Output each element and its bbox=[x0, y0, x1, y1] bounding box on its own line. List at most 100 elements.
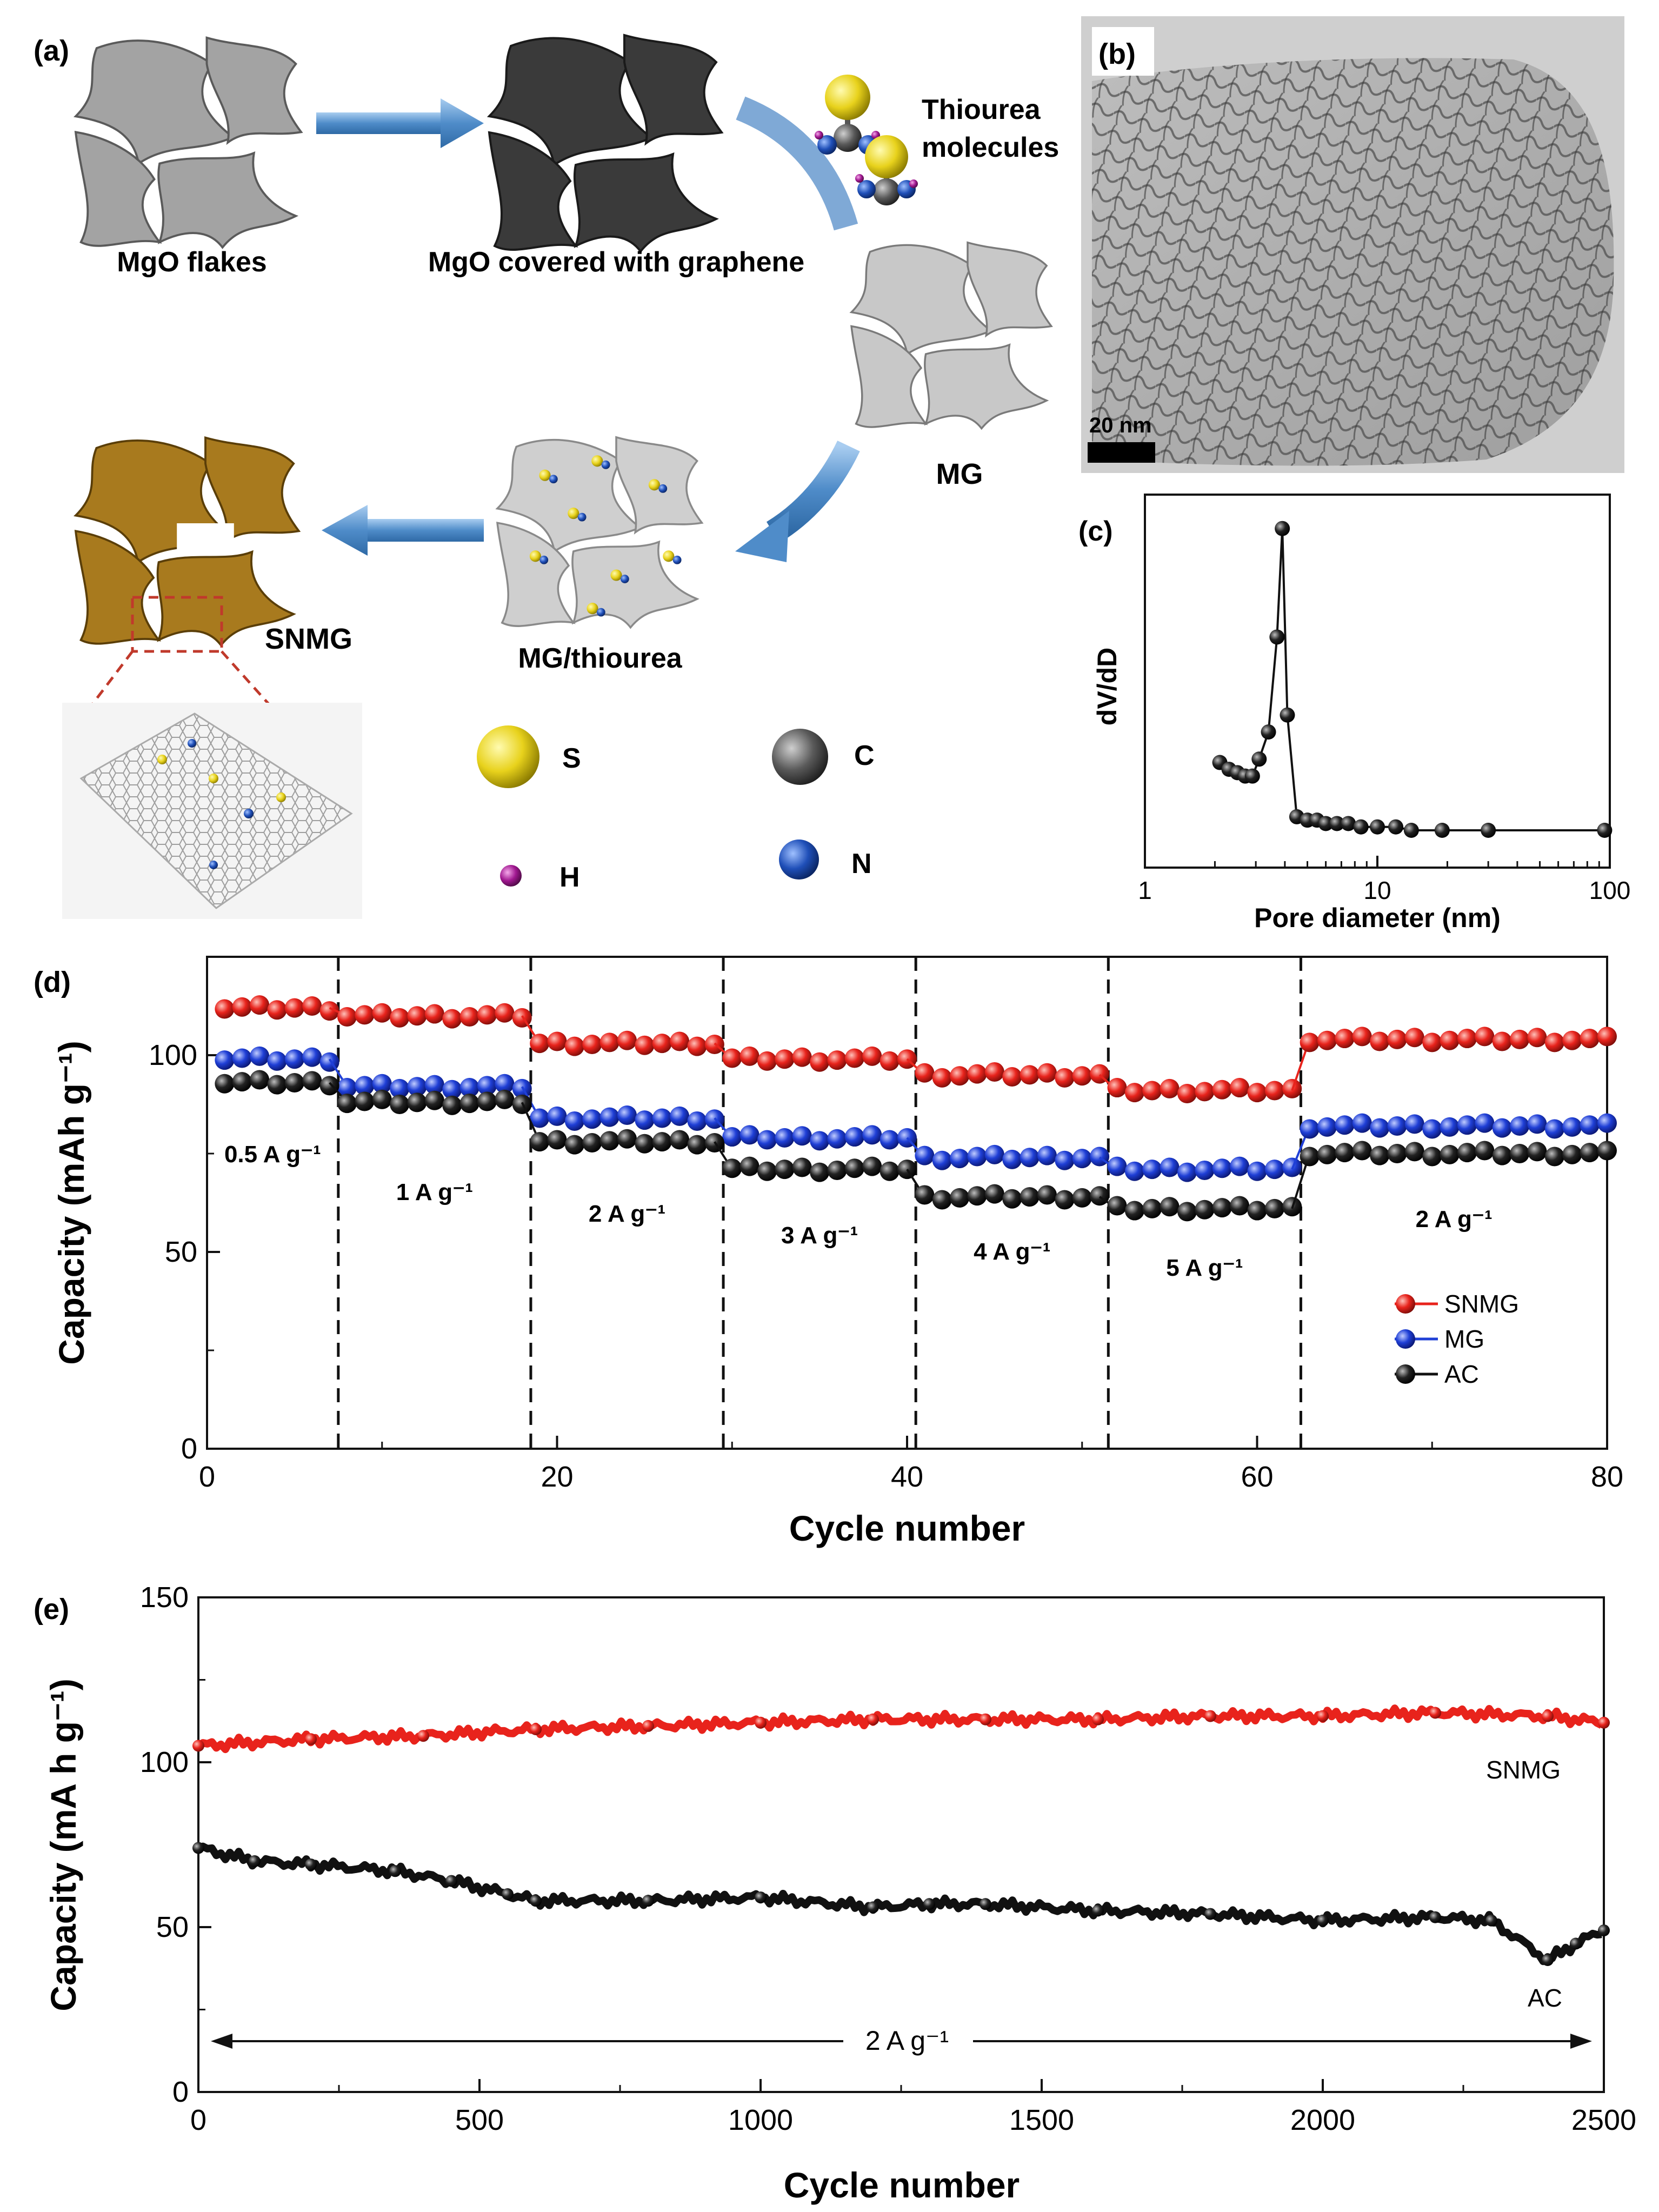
panel-d-point-mg bbox=[1370, 1118, 1390, 1138]
snmg-image bbox=[75, 436, 300, 647]
panel-d-point-snmg bbox=[599, 1032, 619, 1052]
panel-d-point-ac bbox=[232, 1072, 252, 1092]
panel-c-point bbox=[1269, 629, 1285, 645]
tem-scale-label: 20 nm bbox=[1089, 414, 1152, 437]
panel-c-chart: (c) dV/dD Pore diameter (nm) 1 10 100 bbox=[1078, 494, 1630, 933]
panel-d-point-mg bbox=[599, 1107, 619, 1127]
panel-d-point-ac bbox=[407, 1092, 427, 1112]
panel-d-point-ac bbox=[1510, 1144, 1530, 1163]
panel-d-point-ac bbox=[1037, 1185, 1057, 1205]
panel-d-point-mg bbox=[215, 1050, 235, 1070]
panel-c-point bbox=[1244, 768, 1260, 784]
panel-e-point-snmg bbox=[642, 1720, 654, 1732]
panel-d-point-snmg bbox=[564, 1036, 584, 1056]
panel-d-point-snmg bbox=[1002, 1067, 1022, 1087]
panel-e-ac-annotation: AC bbox=[1528, 1984, 1562, 2012]
atom-s-label: S bbox=[562, 743, 581, 774]
panel-e-ytick: 150 bbox=[140, 1581, 189, 1614]
panel-d-point-snmg bbox=[670, 1031, 690, 1051]
panel-d-point-mg bbox=[1072, 1149, 1092, 1169]
panel-d-point-mg bbox=[1597, 1113, 1617, 1133]
panel-d-ytick: 100 bbox=[149, 1039, 197, 1071]
atom-n-label: N bbox=[851, 848, 872, 880]
panel-d-point-ac bbox=[1492, 1145, 1512, 1165]
panel-d-point-mg bbox=[582, 1109, 602, 1129]
panel-d-rate-label: 2 A g⁻¹ bbox=[589, 1201, 665, 1227]
panel-d-point-mg bbox=[1124, 1161, 1144, 1181]
panel-d-point-mg bbox=[1544, 1119, 1564, 1139]
panel-c-line bbox=[1219, 528, 1605, 831]
panel-d-point-mg bbox=[915, 1145, 935, 1165]
panel-d-point-snmg bbox=[1317, 1030, 1337, 1050]
panel-d-point-ac bbox=[617, 1129, 637, 1149]
mg-thiourea-image bbox=[496, 436, 703, 629]
panel-d-point-ac bbox=[932, 1190, 952, 1210]
panel-d-chart: (d) Capacity (mAh g⁻¹) Cycle number 0 20 4… bbox=[34, 956, 1623, 1548]
panel-d-point-snmg bbox=[1072, 1066, 1092, 1086]
doped-graphene-sheet bbox=[62, 703, 362, 919]
panel-e-point-ac bbox=[980, 1898, 991, 1910]
atom-h-sphere bbox=[500, 865, 522, 887]
panel-d-point-snmg bbox=[792, 1047, 812, 1067]
panel-d-point-mg bbox=[1142, 1160, 1162, 1180]
panel-e-point-ac bbox=[502, 1888, 514, 1900]
panel-d-point-ac bbox=[1247, 1201, 1267, 1221]
panel-e-point-snmg bbox=[417, 1730, 429, 1742]
panel-e-ytick: 0 bbox=[172, 2076, 189, 2108]
panel-a-label: (a) bbox=[34, 35, 69, 67]
panel-d-point-ac bbox=[459, 1094, 479, 1114]
panel-d-point-ac bbox=[284, 1072, 304, 1092]
panel-e-point-snmg bbox=[1204, 1710, 1216, 1722]
panel-d-point-snmg bbox=[1387, 1029, 1407, 1049]
panel-d-point-mg bbox=[477, 1076, 497, 1096]
panel-d-point-snmg bbox=[739, 1046, 759, 1066]
panel-d-label: (d) bbox=[34, 966, 71, 998]
panel-e-point-ac bbox=[530, 1895, 542, 1907]
panel-c-point bbox=[1275, 521, 1290, 536]
panel-d-point-ac bbox=[652, 1132, 672, 1152]
panel-d-point-ac bbox=[250, 1070, 270, 1090]
panel-d-point-snmg bbox=[967, 1064, 987, 1084]
panel-e-xtick: 2500 bbox=[1571, 2104, 1636, 2136]
panel-d-point-snmg bbox=[1404, 1028, 1424, 1048]
panel-c-ylabel: dV/dD bbox=[1092, 648, 1122, 725]
panel-d-point-mg bbox=[1195, 1160, 1215, 1180]
panel-d-point-mg bbox=[1440, 1117, 1460, 1137]
panel-d-point-ac bbox=[1422, 1147, 1442, 1167]
panel-d-point-mg bbox=[372, 1074, 392, 1094]
panel-d-point-ac bbox=[442, 1095, 462, 1115]
panel-c-point bbox=[1280, 707, 1295, 723]
panel-d-point-snmg bbox=[390, 1008, 410, 1028]
panel-d-point-ac bbox=[984, 1184, 1004, 1204]
panel-d-point-mg bbox=[1055, 1150, 1075, 1170]
panel-d-point-mg bbox=[530, 1108, 550, 1128]
mg-image bbox=[850, 241, 1052, 430]
panel-d-point-snmg bbox=[319, 1001, 339, 1021]
panel-d-point-mg bbox=[495, 1074, 515, 1094]
panel-d-ylabel: Capacity (mAh g⁻¹) bbox=[51, 1041, 91, 1365]
panel-e-point-snmg bbox=[1092, 1713, 1104, 1725]
panel-e-point-snmg bbox=[1429, 1707, 1441, 1719]
panel-d-point-mg bbox=[250, 1046, 270, 1066]
panel-d-point-ac bbox=[599, 1131, 619, 1151]
panel-e-point-ac bbox=[1092, 1904, 1104, 1917]
panel-e-point-snmg bbox=[867, 1713, 879, 1725]
panel-d-point-mg bbox=[792, 1126, 812, 1146]
panel-c-point bbox=[1388, 819, 1404, 835]
panel-d-point-snmg bbox=[880, 1051, 900, 1071]
panel-d-point-mg bbox=[827, 1129, 847, 1149]
panel-d-point-mg bbox=[1352, 1113, 1372, 1133]
panel-d-point-snmg bbox=[232, 997, 252, 1017]
panel-d-point-ac bbox=[1230, 1196, 1250, 1216]
legend-ac-marker bbox=[1396, 1364, 1415, 1384]
panel-d-point-snmg bbox=[1055, 1068, 1075, 1088]
panel-d-point-snmg bbox=[1527, 1028, 1547, 1048]
panel-d-xtick: 40 bbox=[891, 1461, 923, 1493]
panel-c-point bbox=[1434, 823, 1450, 838]
panel-d-point-snmg bbox=[1440, 1030, 1460, 1050]
panel-d-point-mg bbox=[1404, 1114, 1424, 1134]
panel-d-point-mg bbox=[355, 1076, 375, 1096]
panel-e-point-ac bbox=[1204, 1908, 1216, 1920]
panel-d-point-mg bbox=[564, 1111, 584, 1131]
panel-d-point-snmg bbox=[1475, 1027, 1495, 1047]
